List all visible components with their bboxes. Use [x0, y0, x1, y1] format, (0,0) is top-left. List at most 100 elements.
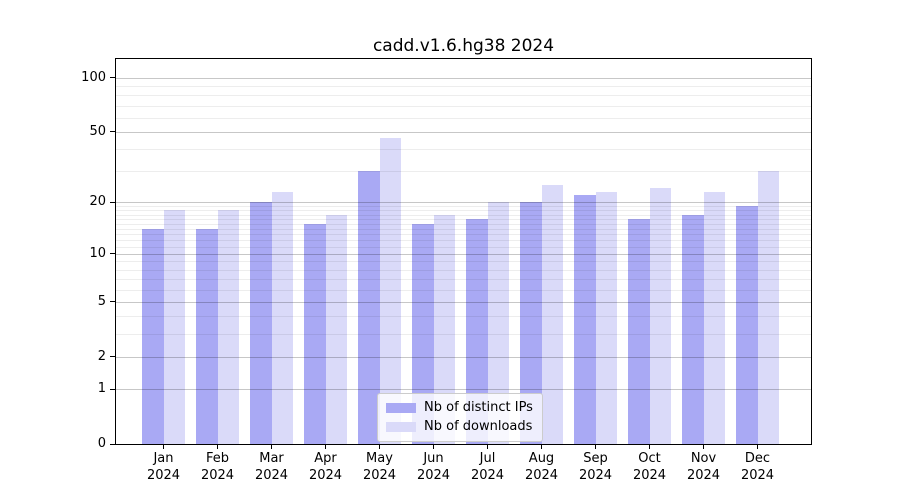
y-tick-label-2: 2 — [97, 348, 106, 364]
x-tick-year: 2024 — [416, 467, 451, 483]
bar-downloads-feb — [217, 210, 239, 444]
x-tick-month: Jan — [153, 451, 174, 466]
x-tick-month: Apr — [314, 451, 337, 466]
y-tick-label-100: 100 — [81, 69, 106, 85]
bar-downloads-dec — [757, 171, 779, 444]
x-tick-year: 2024 — [254, 467, 289, 483]
minor-gridline-80 — [116, 95, 811, 96]
minor-gridline-8 — [116, 269, 811, 271]
bar-ips-dec — [736, 206, 758, 444]
x-tick-year: 2024 — [740, 467, 775, 483]
bar-ips-feb — [196, 229, 218, 444]
x-tick-month: Mar — [259, 451, 284, 466]
major-gridline-100 — [116, 77, 811, 79]
bar-downloads-apr — [325, 214, 347, 444]
major-gridline-20 — [116, 202, 811, 204]
x-tick-mark — [703, 445, 705, 449]
x-tick-mark — [271, 445, 273, 449]
major-gridline-2 — [116, 356, 811, 358]
x-tick-year: 2024 — [146, 467, 181, 483]
x-tick-year: 2024 — [200, 467, 235, 483]
minor-gridline-17 — [116, 214, 811, 216]
x-tick-month: May — [366, 451, 393, 466]
minor-gridline-3 — [116, 333, 811, 335]
minor-gridline-13 — [116, 234, 811, 236]
legend-swatch — [386, 421, 416, 432]
x-tick-year: 2024 — [308, 467, 343, 483]
plot-inner — [116, 59, 811, 444]
bar-downloads-sep — [595, 191, 617, 444]
bar-ips-aug — [520, 202, 542, 444]
x-tick-year: 2024 — [362, 467, 397, 483]
x-tick-month: Nov — [690, 451, 717, 466]
x-tick-label-aug: Aug 2024 — [510, 451, 574, 484]
major-gridline-1 — [116, 389, 811, 390]
x-tick-year: 2024 — [632, 467, 667, 483]
y-tick-mark — [110, 253, 115, 255]
x-tick-mark — [649, 445, 651, 449]
x-tick-year: 2024 — [578, 467, 613, 483]
x-tick-label-feb: Feb 2024 — [186, 451, 250, 484]
y-tick-mark — [110, 443, 115, 445]
y-tick-mark — [110, 301, 115, 303]
y-tick-label-1: 1 — [97, 381, 106, 396]
x-tick-mark — [325, 445, 327, 449]
minor-gridline-40 — [116, 149, 811, 151]
bar-ips-jul — [466, 219, 488, 444]
y-tick-mark — [110, 356, 115, 358]
bar-ips-mar — [250, 202, 272, 444]
minor-gridline-6 — [116, 289, 811, 291]
minor-gridline-11 — [116, 246, 811, 248]
major-gridline-5 — [116, 301, 811, 303]
x-tick-label-nov: Nov 2024 — [672, 451, 736, 484]
x-tick-mark — [757, 445, 759, 449]
x-tick-month: Aug — [528, 451, 555, 466]
legend-label: Nb of distinct IPs — [424, 400, 533, 415]
y-tick-mark — [110, 77, 115, 79]
x-tick-label-may: May 2024 — [348, 451, 412, 484]
bar-downloads-mar — [271, 191, 293, 444]
y-tick-label-20: 20 — [89, 194, 106, 210]
legend-label: Nb of downloads — [424, 419, 533, 434]
bar-downloads-aug — [541, 185, 563, 444]
x-tick-year: 2024 — [470, 467, 505, 483]
x-tick-label-jun: Jun 2024 — [402, 451, 466, 484]
bar-downloads-jan — [163, 210, 185, 444]
minor-gridline-18 — [116, 210, 811, 212]
x-tick-label-jan: Jan 2024 — [132, 451, 196, 484]
x-tick-mark — [595, 445, 597, 449]
bar-downloads-may — [379, 138, 401, 444]
bar-downloads-jul — [487, 202, 509, 444]
x-tick-label-oct: Oct 2024 — [618, 451, 682, 484]
bar-downloads-oct — [649, 188, 671, 444]
y-tick-mark — [110, 131, 115, 133]
legend: Nb of distinct IPs Nb of downloads — [377, 393, 543, 442]
bar-ips-jan — [142, 229, 164, 444]
y-tick-mark — [110, 388, 115, 390]
chart-title: cadd.v1.6.hg38 2024 — [372, 36, 555, 56]
x-tick-mark — [217, 445, 219, 449]
x-tick-year: 2024 — [686, 467, 721, 483]
bar-downloads-nov — [703, 191, 725, 444]
x-tick-month: Dec — [744, 451, 771, 466]
minor-gridline-4 — [116, 316, 811, 318]
x-tick-mark — [541, 445, 543, 449]
minor-gridline-90 — [116, 85, 811, 87]
minor-gridline-60 — [116, 117, 811, 119]
minor-gridline-15 — [116, 223, 811, 225]
x-tick-label-sep: Sep 2024 — [564, 451, 628, 484]
minor-gridline-7 — [116, 278, 811, 280]
y-tick-label-50: 50 — [89, 123, 106, 139]
minor-gridline-12 — [116, 240, 811, 242]
x-tick-year: 2024 — [524, 467, 559, 483]
legend-row-0: Nb of distinct IPs — [386, 400, 533, 415]
y-tick-mark — [110, 201, 115, 203]
y-tick-label-5: 5 — [97, 293, 106, 309]
legend-row-1: Nb of downloads — [386, 419, 533, 434]
minor-gridline-9 — [116, 261, 811, 263]
minor-gridline-14 — [116, 229, 811, 230]
legend-swatch — [386, 402, 416, 413]
major-gridline-50 — [116, 131, 811, 133]
x-tick-mark — [433, 445, 435, 449]
